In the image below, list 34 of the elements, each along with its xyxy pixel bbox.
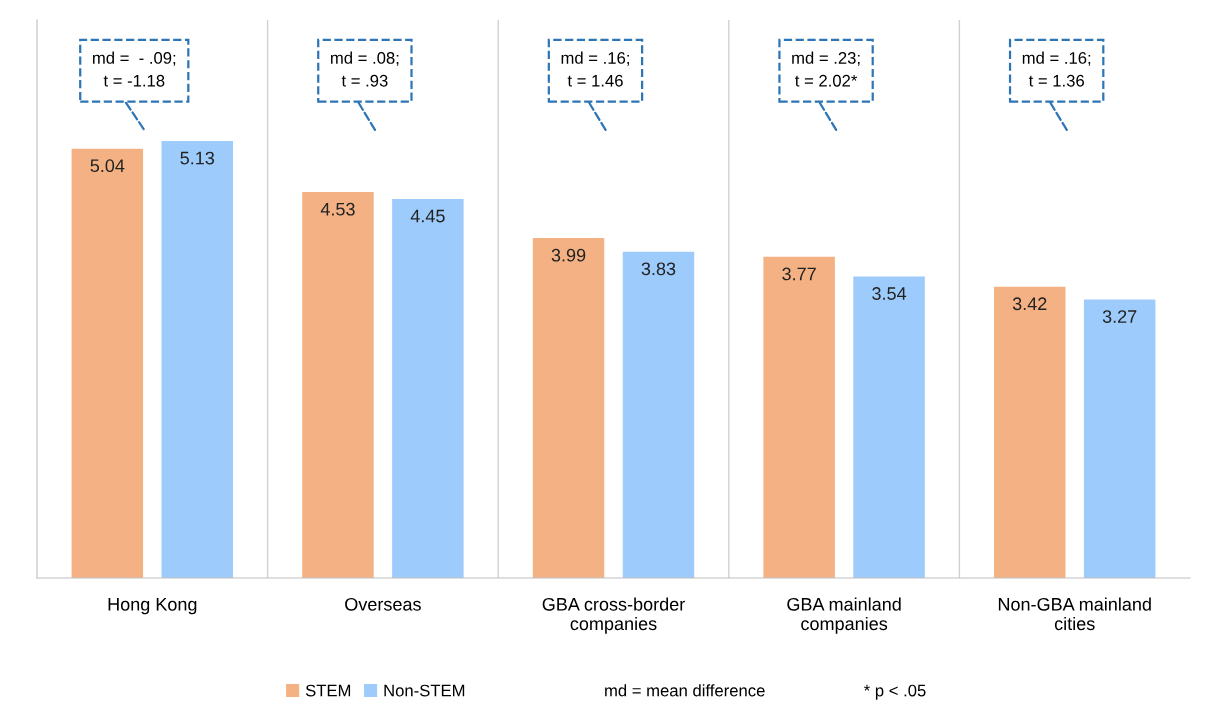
annotation: md = .08; t = .93 (331, 51, 399, 87)
bar (302, 192, 374, 578)
annotation: md = - .09; t = -1.18 (93, 51, 176, 87)
legend-label: Non-STEM (384, 684, 465, 697)
bar (532, 238, 605, 578)
data-label: 5.13 (180, 151, 215, 165)
bar (853, 276, 925, 578)
annotation: md = .23; t = 2.02* (792, 51, 860, 87)
bar (763, 256, 835, 578)
x-tick-label: Overseas (345, 597, 421, 611)
x-tick-label: Hong Kong (108, 598, 197, 615)
bar (161, 140, 234, 578)
annotation: md = .16; t = 1.46 (561, 51, 629, 87)
data-label: 5.04 (90, 159, 125, 173)
x-tick-label: GBA mainland companies (787, 597, 901, 634)
data-label: 4.53 (320, 202, 355, 216)
bar (71, 148, 144, 578)
data-label: 3.83 (641, 262, 676, 276)
bar (392, 198, 464, 578)
text: md = mean difference (605, 684, 765, 697)
data-label: 3.42 (1012, 297, 1047, 311)
data-label: 3.77 (782, 267, 816, 281)
data-label: 3.54 (872, 287, 907, 300)
x-tick-label: Non-GBA mainland cities (998, 597, 1151, 631)
bar (1083, 299, 1156, 578)
data-label: 4.45 (410, 209, 445, 223)
annotation: md = .16; t = 1.36 (1022, 51, 1091, 87)
data-label: 3.27 (1102, 310, 1137, 323)
x-tick-label: GBA cross-border companies (542, 597, 685, 634)
legend-label: STEM (305, 684, 351, 697)
bar (622, 251, 695, 578)
bar (993, 286, 1066, 578)
data-label: 3.99 (551, 248, 586, 262)
text: * p < .05 (863, 684, 926, 700)
